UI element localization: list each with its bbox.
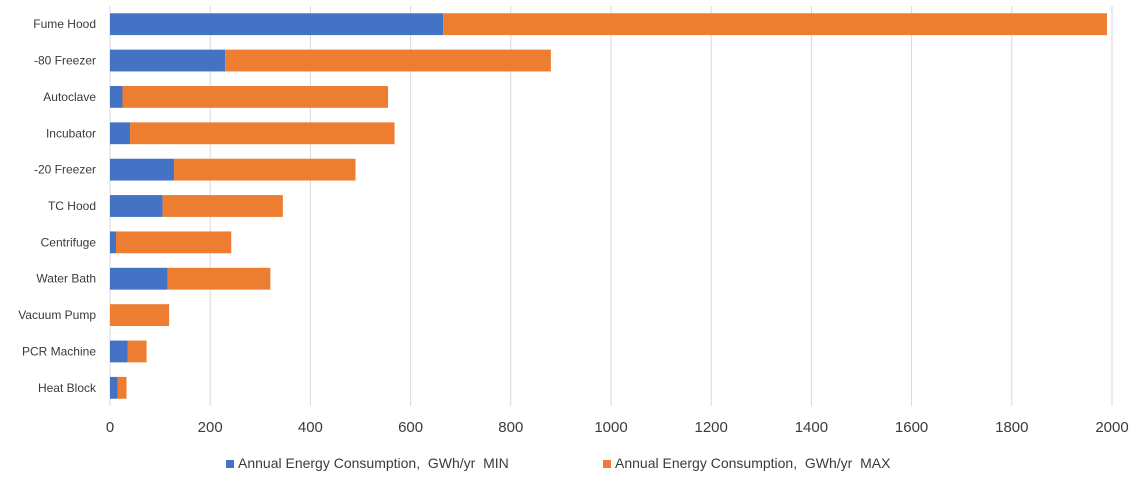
bar-max-water-bath [167,267,271,290]
bar-min-water-bath [110,267,168,290]
category-label: TC Hood [48,199,96,213]
x-tick-label: 800 [498,419,523,436]
x-tick-label: 1000 [594,419,627,436]
bar-min-autoclave [110,86,123,108]
legend-swatch-min [226,460,234,468]
x-tick-label: 2000 [1095,419,1128,436]
bar-max-heat-block [117,376,127,399]
category-label: Water Bath [36,272,96,286]
legend-label-max: Annual Energy Consumption, GWh/yr MAX [615,455,891,471]
x-tick-labels: 0 200 400 600 800 1000 1200 1400 1600 1800 2000 [106,419,1129,436]
bar-max-80-freezer [225,49,551,72]
x-tick-label: 200 [198,419,223,436]
bar-max-tc-hood [162,195,283,217]
bar-max-fume-hood [443,13,1107,36]
bar-min-tc-hood [110,195,163,217]
bar-min-pcr-machine [110,340,128,363]
x-tick-label: 600 [398,419,423,436]
category-label: -80 Freezer [34,54,96,68]
category-label: Autoclave [43,90,96,104]
category-label: Vacuum Pump [18,308,96,322]
bar-max-centrifuge [116,231,232,254]
legend-swatch-max [603,460,611,468]
category-label: Centrifuge [41,235,97,249]
bar-min-80-freezer [110,49,226,72]
x-tick-label: 1400 [795,419,828,436]
category-labels: Fume Hood -80 Freezer Autoclave Incubator -2… [18,17,97,395]
x-tick-label: 400 [298,419,323,436]
bar-min-fume-hood [110,13,444,36]
bar-max-pcr-machine [127,340,147,363]
legend-label-min: Annual Energy Consumption, GWh/yr MIN [238,455,509,471]
bar-max-20-freezer [174,158,356,181]
legend: Annual Energy Consumption, GWh/yr MIN Ann… [226,455,891,471]
bar-min-heat-block [110,376,118,399]
bar-max-autoclave [122,86,389,108]
category-label: Fume Hood [33,17,96,31]
category-label: Heat Block [38,381,97,395]
gridlines [109,6,1113,406]
x-tick-label: 1800 [995,419,1028,436]
category-label: Incubator [46,126,96,140]
bar-min-incubator [110,122,131,145]
x-tick-label: 1600 [895,419,928,436]
bar-min-centrifuge [110,231,117,254]
bar-max-incubator [130,122,395,145]
bar-max-vacuum-pump [110,304,170,326]
x-tick-label: 0 [106,419,114,436]
x-tick-label: 1200 [695,419,728,436]
bars [110,13,1107,399]
category-label: -20 Freezer [34,163,96,177]
category-label: PCR Machine [22,344,96,358]
bar-min-20-freezer [110,158,175,181]
